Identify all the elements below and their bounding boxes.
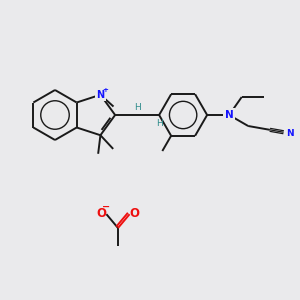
Text: N: N bbox=[225, 110, 233, 120]
Text: −: − bbox=[102, 202, 110, 212]
Text: +: + bbox=[102, 87, 108, 93]
Text: N: N bbox=[286, 129, 293, 138]
Text: O: O bbox=[96, 207, 106, 220]
Text: O: O bbox=[130, 207, 140, 220]
Text: H: H bbox=[134, 103, 140, 112]
Text: N: N bbox=[96, 90, 104, 100]
Text: H: H bbox=[156, 118, 163, 127]
